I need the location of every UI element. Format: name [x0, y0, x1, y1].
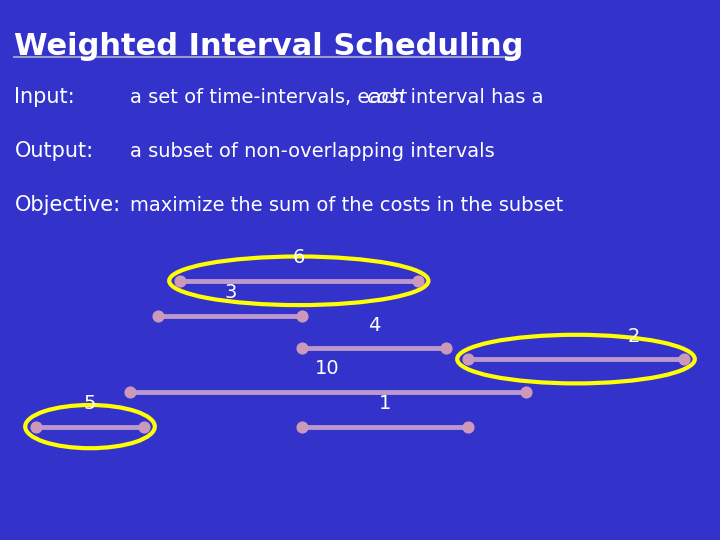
Point	[678, 355, 690, 363]
Text: 1: 1	[379, 394, 392, 413]
Point	[153, 312, 164, 320]
Text: Objective:: Objective:	[14, 195, 120, 215]
Text: a set of time-intervals, each interval has a: a set of time-intervals, each interval h…	[130, 87, 549, 107]
Text: 5: 5	[84, 394, 96, 413]
Text: Input:: Input:	[14, 87, 75, 107]
Text: Output:: Output:	[14, 141, 94, 161]
Point	[462, 422, 474, 431]
Point	[174, 276, 186, 285]
Text: 4: 4	[368, 316, 381, 335]
Point	[520, 387, 531, 396]
Point	[297, 344, 308, 353]
Text: Weighted Interval Scheduling: Weighted Interval Scheduling	[14, 32, 523, 62]
Text: 6: 6	[292, 248, 305, 267]
Point	[138, 422, 150, 431]
Point	[441, 344, 452, 353]
Text: 2: 2	[627, 327, 640, 346]
Point	[462, 355, 474, 363]
Point	[297, 312, 308, 320]
Text: maximize the sum of the costs in the subset: maximize the sum of the costs in the sub…	[130, 195, 563, 215]
Point	[412, 276, 423, 285]
Text: 10: 10	[315, 359, 340, 378]
Point	[30, 422, 42, 431]
Text: cost: cost	[366, 87, 407, 107]
Text: 3: 3	[224, 284, 237, 302]
Point	[297, 422, 308, 431]
Point	[124, 387, 135, 396]
Text: a subset of non-overlapping intervals: a subset of non-overlapping intervals	[130, 141, 495, 161]
